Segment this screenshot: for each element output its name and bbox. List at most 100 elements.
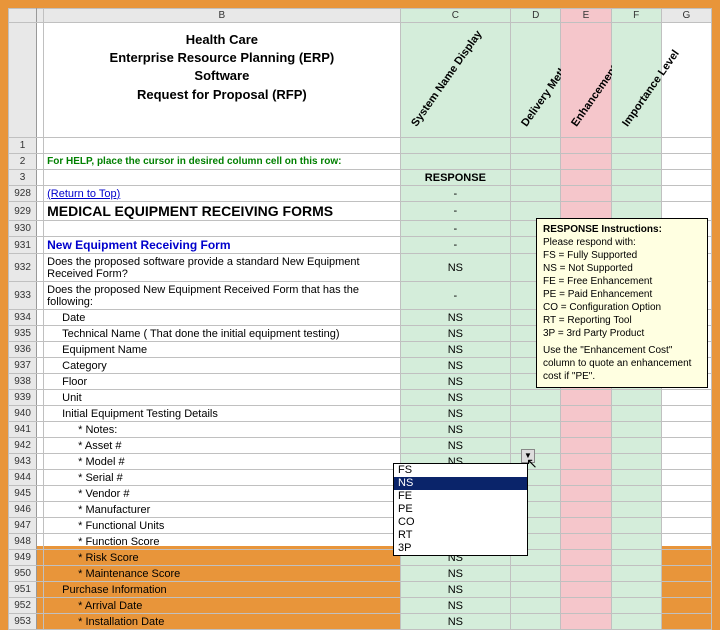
cell[interactable]	[37, 138, 44, 154]
cell[interactable]	[37, 486, 44, 502]
col-d-header[interactable]: D	[511, 9, 561, 23]
row-num[interactable]: 3	[9, 170, 37, 186]
cell-description[interactable]: Purchase Information	[44, 582, 401, 598]
cell[interactable]	[37, 534, 44, 550]
cell-response[interactable]: NS	[400, 598, 510, 614]
row-num[interactable]: 932	[9, 254, 37, 282]
cell-response[interactable]: NS	[400, 342, 510, 358]
dropdown-option[interactable]: FE	[394, 490, 527, 503]
cell[interactable]	[37, 614, 44, 630]
cell-description[interactable]	[44, 221, 401, 237]
cell[interactable]	[611, 170, 661, 186]
cell[interactable]	[511, 614, 561, 630]
cell[interactable]	[561, 518, 611, 534]
cell-description[interactable]: Equipment Name	[44, 342, 401, 358]
dropdown-option[interactable]: CO	[394, 516, 527, 529]
dropdown-option[interactable]: FS	[394, 464, 527, 477]
row-num[interactable]: 953	[9, 614, 37, 630]
cell[interactable]	[37, 310, 44, 326]
row-num[interactable]: 937	[9, 358, 37, 374]
cell[interactable]	[561, 566, 611, 582]
cell-description[interactable]: Technical Name ( That done the initial e…	[44, 326, 401, 342]
row-num[interactable]: 942	[9, 438, 37, 454]
dropdown-option[interactable]: PE	[394, 503, 527, 516]
cell[interactable]	[511, 154, 561, 170]
document-title[interactable]: Health Care Enterprise Resource Planning…	[44, 23, 401, 138]
cell[interactable]	[37, 154, 44, 170]
cell[interactable]	[611, 186, 661, 202]
cell[interactable]	[37, 186, 44, 202]
cell-response[interactable]: -	[400, 221, 510, 237]
cell[interactable]	[611, 550, 661, 566]
cell-description[interactable]	[44, 138, 401, 154]
cell[interactable]	[561, 550, 611, 566]
diag-header-cost[interactable]: Enhancement Cost	[561, 23, 611, 138]
cell[interactable]	[561, 438, 611, 454]
cell[interactable]	[611, 566, 661, 582]
cell[interactable]	[561, 454, 611, 470]
cell[interactable]	[611, 438, 661, 454]
cell-description[interactable]: * Model #	[44, 454, 401, 470]
cell-description[interactable]: * Installation Date	[44, 614, 401, 630]
diag-header-system[interactable]: System Name Display	[400, 23, 510, 138]
cell[interactable]	[511, 438, 561, 454]
cell-description[interactable]: New Equipment Receiving Form	[44, 237, 401, 254]
cell[interactable]	[661, 186, 711, 202]
cell[interactable]	[661, 598, 711, 614]
cell[interactable]	[661, 534, 711, 550]
cell[interactable]	[561, 390, 611, 406]
row-num[interactable]: 940	[9, 406, 37, 422]
cell-response[interactable]: NS	[400, 614, 510, 630]
dropdown-list[interactable]: FSNSFEPECORT3P	[393, 463, 528, 556]
cell[interactable]	[37, 374, 44, 390]
row-num[interactable]: 950	[9, 566, 37, 582]
row-num[interactable]: 933	[9, 282, 37, 310]
cell-description[interactable]: Does the proposed New Equipment Received…	[44, 282, 401, 310]
col-g-header[interactable]: G	[661, 9, 711, 23]
cell-response[interactable]: NS	[400, 438, 510, 454]
cell-response[interactable]: NS	[400, 390, 510, 406]
cell-response[interactable]: -	[400, 202, 510, 221]
cell[interactable]	[611, 422, 661, 438]
cell[interactable]	[611, 614, 661, 630]
cell[interactable]	[37, 406, 44, 422]
col-c-header[interactable]: C	[400, 9, 510, 23]
row-num[interactable]: 929	[9, 202, 37, 221]
cell[interactable]	[561, 138, 611, 154]
cell[interactable]	[37, 582, 44, 598]
row-num[interactable]: 936	[9, 342, 37, 358]
cell[interactable]	[661, 486, 711, 502]
row-num[interactable]: 945	[9, 486, 37, 502]
cell[interactable]	[661, 390, 711, 406]
cell-description[interactable]: (Return to Top)	[44, 186, 401, 202]
cell[interactable]	[37, 221, 44, 237]
cell[interactable]	[37, 422, 44, 438]
cell[interactable]	[611, 502, 661, 518]
cell-response[interactable]: NS	[400, 406, 510, 422]
cell-description[interactable]: * Notes:	[44, 422, 401, 438]
cell-response[interactable]	[400, 154, 510, 170]
cell-description[interactable]: Unit	[44, 390, 401, 406]
cell[interactable]	[511, 566, 561, 582]
cell-response[interactable]: NS	[400, 254, 510, 282]
cell-description[interactable]: Date	[44, 310, 401, 326]
cell-description[interactable]: * Asset #	[44, 438, 401, 454]
cell-description[interactable]: * Function Score	[44, 534, 401, 550]
cell[interactable]	[611, 470, 661, 486]
cell-description[interactable]: * Maintenance Score	[44, 566, 401, 582]
cell-description[interactable]: Initial Equipment Testing Details	[44, 406, 401, 422]
row-num[interactable]: 938	[9, 374, 37, 390]
row-num[interactable]: 928	[9, 186, 37, 202]
cell[interactable]	[611, 454, 661, 470]
cell-description[interactable]	[44, 170, 401, 186]
cell-response[interactable]: -	[400, 237, 510, 254]
row-num[interactable]: 951	[9, 582, 37, 598]
cell[interactable]	[611, 582, 661, 598]
cell[interactable]	[561, 422, 611, 438]
row-num[interactable]: 939	[9, 390, 37, 406]
cell-description[interactable]: For HELP, place the cursor in desired co…	[44, 154, 401, 170]
cell[interactable]	[561, 154, 611, 170]
cell[interactable]	[37, 282, 44, 310]
cell[interactable]	[561, 186, 611, 202]
cell[interactable]	[37, 390, 44, 406]
